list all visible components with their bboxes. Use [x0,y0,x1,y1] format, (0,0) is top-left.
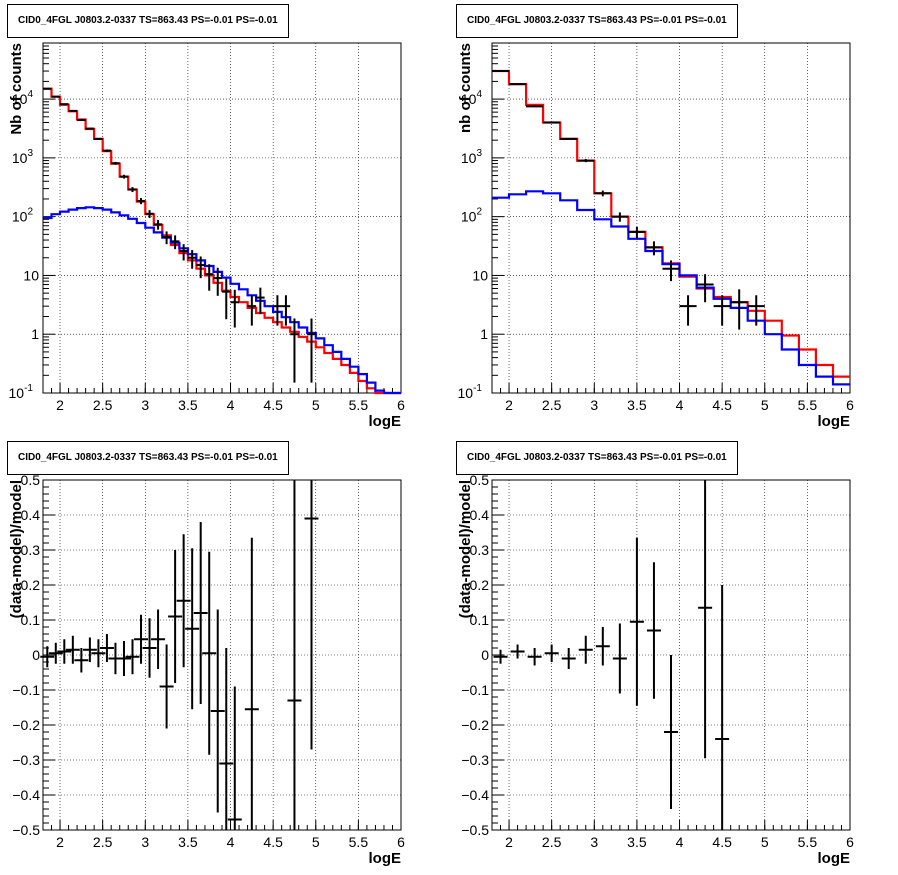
y-tick-label: 0.4 [21,507,41,523]
x-tick-label: 4 [227,834,235,850]
x-tick-label: 6 [846,397,854,413]
plot-frame [42,42,402,394]
x-tick-label: 2 [505,397,513,413]
y-tick-label: −0.2 [12,717,40,733]
x-tick-label: 2.5 [93,834,113,850]
x-tick-label: 5.5 [798,834,818,850]
plot-frame [42,479,402,831]
y-tick-label: 103 [12,148,34,166]
x-axis-label: logE [818,413,851,430]
y-tick-label: 10-1 [9,383,34,401]
y-tick-label: 0 [32,647,40,663]
plot-title: CID0_4FGL J0803.2-0337 TS=863.43 PS=-0.0… [456,441,738,475]
y-tick-label: 0.5 [21,472,41,488]
chart-top-right: 2 2.5 3 3.5 4 4.5 5 5.5 610-1110102103104logEnb … [457,42,854,430]
y-axis-label: (data-model)/model [457,480,474,618]
x-tick-label: 5 [312,834,320,850]
plot-title: CID0_4FGL J0803.2-0337 TS=863.43 PS=-0.0… [7,441,289,475]
y-tick-label: −0.1 [12,682,40,698]
y-tick-label: 0.1 [21,612,41,628]
x-tick-label: 3 [141,834,149,850]
x-tick-label: 4.5 [263,834,283,850]
plot-frame [491,479,851,831]
plot-title: CID0_4FGL J0803.2-0337 TS=863.43 PS=-0.0… [456,4,738,38]
chart-bottom-left: 2 2.5 3 3.5 4 4.5 5 5.5 6 −0.5 −0.4 −0.3 −0.2 −0.1 0 0.… [8,472,405,867]
y-tick-label: 0.4 [470,507,490,523]
y-tick-label: 10-1 [458,383,483,401]
x-tick-label: 3 [590,397,598,413]
x-tick-label: 6 [397,397,405,413]
y-tick-label: 0.3 [21,542,41,558]
y-tick-label: 1 [31,326,39,342]
x-tick-label: 5.5 [349,834,369,850]
x-tick-label: 4 [676,397,684,413]
y-tick-label: 103 [461,148,483,166]
x-tick-label: 4.5 [712,397,732,413]
x-tick-label: 2.5 [542,397,562,413]
x-axis-label: logE [818,850,851,867]
y-tick-label: 0 [481,647,489,663]
y-tick-label: 0.1 [470,612,490,628]
x-tick-label: 3.5 [178,834,198,850]
x-tick-label: 4 [676,834,684,850]
model-histogram-line [492,69,850,378]
x-tick-label: 2 [505,834,513,850]
y-tick-label: −0.3 [12,752,40,768]
x-tick-label: 5.5 [798,397,818,413]
y-tick-label: −0.3 [461,752,489,768]
pad-top-left: CID0_4FGL J0803.2-0337 TS=863.43 PS=-0.0… [0,0,449,437]
x-axis-label: logE [369,850,402,867]
y-tick-label: −0.4 [461,787,489,803]
chart-top-left: 2 2.5 3 3.5 4 4.5 5 5.5 610-1110102103104logENb … [8,42,405,430]
y-axis-label: (data-model)/model [8,480,25,618]
x-tick-label: 4.5 [263,397,283,413]
model-histogram-line [43,206,401,395]
y-tick-label: 0.5 [470,472,490,488]
x-tick-label: 2.5 [542,834,562,850]
y-tick-label: −0.5 [12,822,40,838]
y-axis-label: Nb of counts [8,43,25,135]
y-tick-label: 10 [23,267,39,283]
x-tick-label: 3 [590,834,598,850]
x-tick-label: 4 [227,397,235,413]
x-tick-label: 4.5 [712,834,732,850]
plot-frame [491,42,851,394]
model-histogram-line [43,87,401,395]
x-tick-label: 5 [761,834,769,850]
x-axis-label: logE [369,413,402,430]
x-tick-label: 5 [312,397,320,413]
x-tick-label: 3.5 [627,397,647,413]
plot-title: CID0_4FGL J0803.2-0337 TS=863.43 PS=-0.0… [7,4,289,38]
y-tick-label: 0.2 [21,577,41,593]
y-tick-label: 102 [12,207,34,225]
y-tick-label: −0.2 [461,717,489,733]
pad-bottom-left: CID0_4FGL J0803.2-0337 TS=863.43 PS=-0.0… [0,437,449,875]
x-tick-label: 2 [56,397,64,413]
model-histogram-line [492,190,850,386]
pad-top-right: CID0_4FGL J0803.2-0337 TS=863.43 PS=-0.0… [449,0,898,437]
y-axis-label: nb of counts [457,43,474,133]
x-tick-label: 2.5 [93,397,113,413]
y-tick-label: 0.2 [470,577,490,593]
y-tick-label: 1 [480,326,488,342]
x-tick-label: 3.5 [178,397,198,413]
x-tick-label: 5.5 [349,397,369,413]
y-tick-label: −0.5 [461,822,489,838]
y-tick-label: 102 [461,207,483,225]
y-tick-label: −0.1 [461,682,489,698]
y-tick-label: 0.3 [470,542,490,558]
x-tick-label: 3.5 [627,834,647,850]
pad-bottom-right: CID0_4FGL J0803.2-0337 TS=863.43 PS=-0.0… [449,437,898,875]
x-tick-label: 6 [846,834,854,850]
y-tick-label: −0.4 [12,787,40,803]
x-tick-label: 3 [141,397,149,413]
x-tick-label: 6 [397,834,405,850]
y-tick-label: 10 [472,267,488,283]
x-tick-label: 5 [761,397,769,413]
chart-bottom-right: 2 2.5 3 3.5 4 4.5 5 5.5 6 −0.5 −0.4 −0.3 −0.2 −0.1 0 0.… [457,472,854,867]
x-tick-label: 2 [56,834,64,850]
